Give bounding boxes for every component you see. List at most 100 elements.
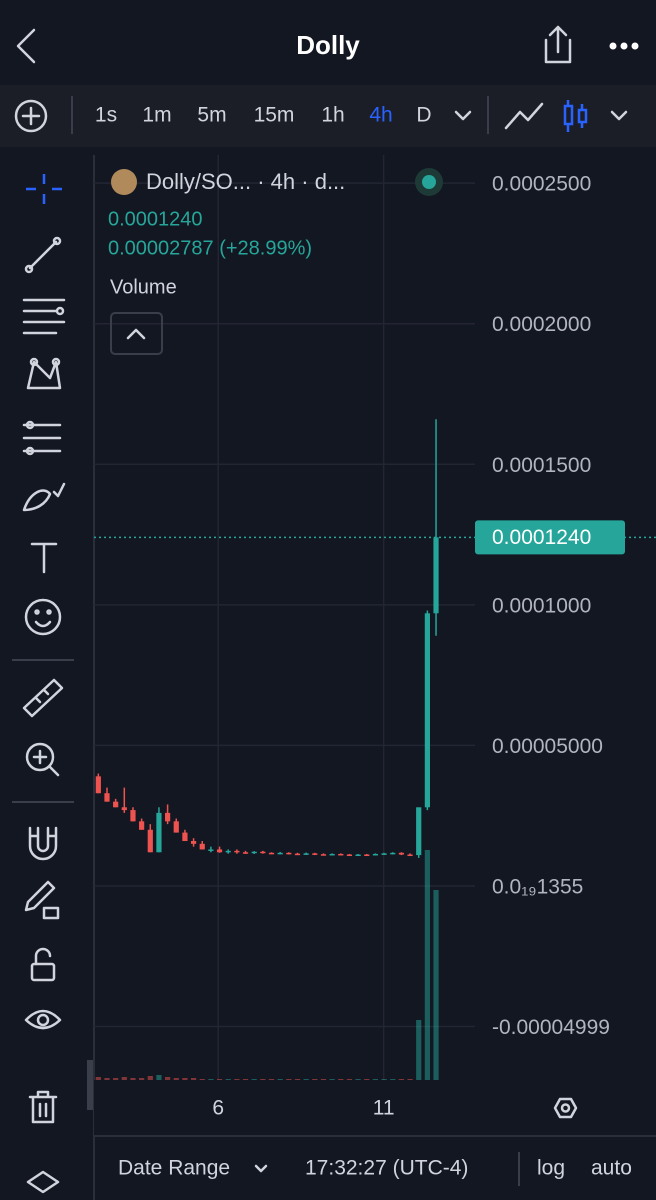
candle-body (190, 841, 197, 844)
volume-bar (398, 1079, 404, 1080)
pattern-tool[interactable] (26, 357, 62, 390)
y-tick-label: 0.0002500 (492, 173, 591, 196)
more-button[interactable] (609, 42, 639, 50)
volume-bar (216, 1079, 223, 1080)
interval-option[interactable]: 4h (369, 104, 392, 127)
volume-bar (199, 1079, 205, 1080)
volume-bar (190, 1078, 197, 1080)
share-button[interactable] (544, 25, 572, 64)
candle-body (312, 853, 318, 855)
legend-price: 0.0001240 (108, 208, 203, 230)
zoom-tool[interactable] (25, 742, 60, 777)
volume-bar (320, 1079, 327, 1080)
text-tool[interactable] (30, 542, 58, 574)
candle-body (113, 801, 119, 808)
interval-option[interactable]: D (416, 104, 431, 127)
collapse-button[interactable] (110, 312, 163, 355)
lock-tool[interactable] (30, 947, 56, 982)
volume-bar (433, 890, 439, 1080)
interval-option[interactable]: 1m (142, 104, 171, 127)
candle-body (165, 812, 171, 822)
symbol-label: Dolly/SO... · 4h · d... (146, 169, 345, 194)
visibility-tool[interactable] (24, 1009, 62, 1030)
y-tick-label: 0.0001000 (492, 594, 591, 617)
candle-body (294, 853, 301, 856)
candle-body (416, 807, 422, 856)
settings-icon-center (560, 1103, 571, 1113)
interval-dropdown[interactable] (454, 110, 472, 121)
candle-body (268, 852, 275, 855)
candle-body (338, 853, 344, 856)
candle-body (173, 821, 179, 833)
candle-body (303, 853, 309, 855)
brush-tool[interactable] (22, 482, 66, 512)
candle-body (156, 812, 162, 853)
chart-type-dropdown[interactable] (610, 110, 628, 121)
candle-body (234, 850, 240, 853)
candle-body (208, 849, 214, 851)
back-button[interactable] (16, 28, 36, 64)
layers-tool[interactable] (26, 1170, 60, 1194)
x-tick-label: 6 (212, 1097, 224, 1120)
log-toggle[interactable]: log (537, 1157, 565, 1180)
delete-tool[interactable] (28, 1090, 58, 1124)
interval-bar (0, 85, 656, 147)
emoji-tool[interactable] (24, 598, 62, 636)
volume-label: Volume (110, 276, 177, 298)
candle-body (260, 851, 266, 854)
interval-option[interactable]: 1h (321, 104, 344, 127)
y-tick-label: 0.00005000 (492, 735, 603, 758)
candle-body (390, 852, 396, 855)
volume-bar (346, 1079, 353, 1080)
candle-body (424, 613, 430, 808)
volume-bar (182, 1078, 188, 1080)
candle-body (182, 832, 188, 842)
candle-body (251, 851, 257, 854)
fib-tool[interactable] (22, 298, 66, 335)
volume-bar (364, 1079, 370, 1080)
ruler-tool[interactable] (22, 678, 64, 718)
volume-bar (113, 1078, 119, 1080)
candle-body (216, 849, 223, 853)
last-price-label: 0.0001240 (492, 526, 591, 549)
volume-bar (294, 1079, 301, 1080)
interval-option[interactable]: 1s (95, 104, 117, 127)
candle-body (329, 853, 335, 856)
add-indicator-button[interactable] (14, 99, 48, 133)
candle-body (398, 852, 404, 855)
candles (95, 419, 439, 858)
volume-bar (139, 1078, 145, 1080)
date-range-dropdown[interactable] (254, 1164, 268, 1173)
interval-option[interactable]: 15m (254, 104, 295, 127)
candle-body (372, 853, 379, 856)
crosshair-tool[interactable] (26, 174, 62, 204)
volume-bar (416, 1020, 422, 1080)
lock-drawing-tool[interactable] (24, 880, 60, 920)
trend-line-tool[interactable] (24, 236, 62, 274)
volume-bar (95, 1077, 101, 1080)
date-range-button[interactable]: Date Range (118, 1157, 230, 1180)
line-chart-button[interactable] (504, 102, 544, 130)
auto-toggle[interactable]: auto (591, 1157, 632, 1180)
candle-body (407, 854, 413, 857)
volume-bar (372, 1079, 379, 1080)
volume-bar (277, 1079, 283, 1080)
clock: 17:32:27 (UTC-4) (305, 1157, 468, 1180)
forecast-tool[interactable] (22, 420, 62, 456)
candle-chart-button[interactable] (563, 100, 588, 132)
candle-body (225, 850, 231, 853)
candle-body (320, 854, 327, 856)
candle-body (433, 537, 439, 614)
status-dot (422, 175, 436, 189)
candle-body (104, 793, 110, 802)
volume-bar (329, 1079, 335, 1080)
y-tick-label: 0.0002000 (492, 313, 591, 336)
candle-body (277, 852, 283, 855)
volume-bar (355, 1079, 361, 1080)
candle-body (139, 821, 145, 830)
magnet-tool[interactable] (28, 826, 58, 861)
interval-option[interactable]: 5m (197, 104, 226, 127)
candle-body (199, 843, 205, 850)
settings-button[interactable] (553, 1097, 578, 1119)
